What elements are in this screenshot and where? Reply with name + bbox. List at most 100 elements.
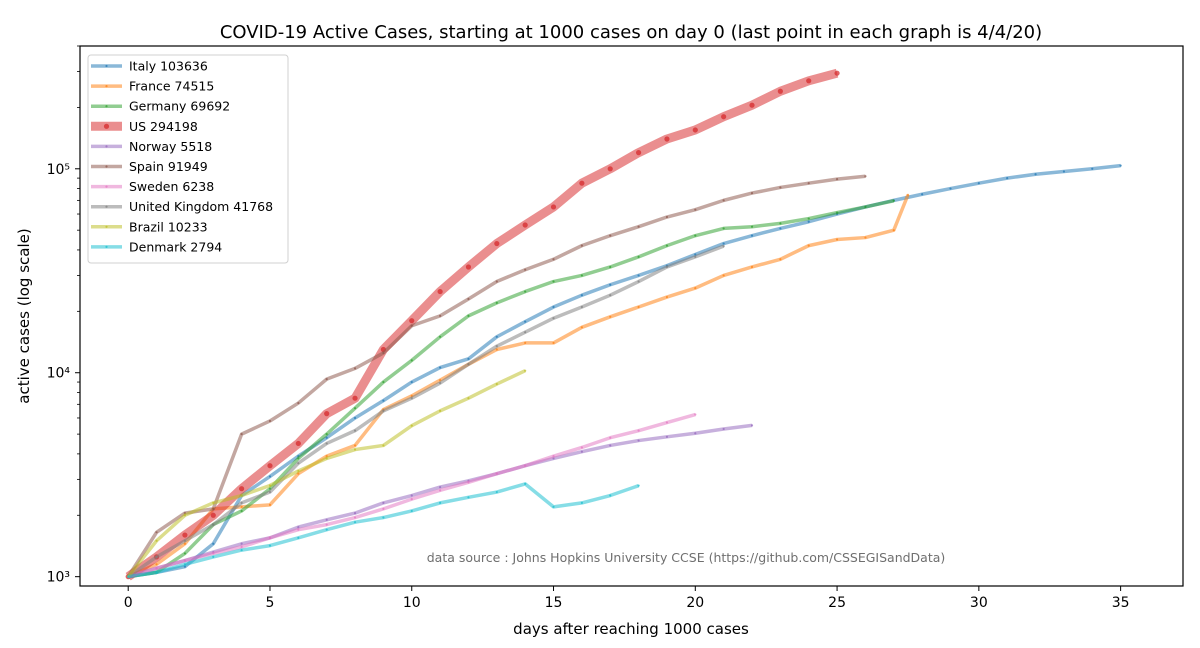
data-point (892, 199, 895, 202)
data-point (807, 220, 810, 223)
legend-item: Denmark 2794 (91, 239, 222, 254)
data-point (325, 457, 328, 460)
x-tick-label: 10 (403, 595, 421, 611)
data-point (495, 472, 498, 475)
data-point (580, 501, 583, 504)
series-5 (126, 174, 867, 578)
data-point (353, 429, 357, 432)
data-point (183, 542, 187, 545)
legend-item: Norway 5518 (91, 139, 212, 154)
x-tick-label: 30 (970, 595, 988, 611)
data-point (467, 397, 470, 400)
series-8 (126, 369, 527, 578)
legend-label: Germany 69692 (129, 99, 230, 114)
legend-item: France 74515 (91, 79, 214, 94)
data-point (465, 264, 472, 270)
data-point (352, 395, 358, 401)
data-point (268, 503, 272, 506)
data-point (635, 150, 642, 156)
data-point (524, 341, 527, 345)
x-axis-label: days after reaching 1000 cases (513, 620, 749, 638)
data-point (779, 258, 782, 261)
data-point (240, 542, 243, 545)
data-point (580, 244, 583, 247)
legend-marker (105, 245, 108, 248)
data-point (779, 227, 782, 230)
data-point (437, 288, 443, 295)
data-point (807, 182, 810, 185)
data-source-annotation: data source : Johns Hopkins University C… (427, 550, 946, 565)
data-point (467, 496, 470, 499)
data-point (580, 305, 583, 309)
data-point (439, 381, 442, 385)
data-point (382, 507, 385, 510)
data-point (297, 528, 300, 531)
data-point (439, 409, 442, 412)
data-point (692, 127, 698, 133)
data-point (240, 433, 243, 436)
data-point (353, 444, 357, 447)
data-point (552, 505, 555, 508)
data-point (467, 314, 470, 317)
data-point (353, 448, 357, 451)
data-point (665, 421, 669, 424)
data-point (779, 186, 782, 189)
data-point (495, 335, 498, 338)
data-point (524, 482, 527, 486)
data-point (467, 297, 470, 301)
data-point (524, 369, 527, 372)
data-point (183, 563, 187, 566)
data-point (609, 436, 612, 439)
data-point (410, 380, 413, 384)
y-tick-label: 10³ (47, 570, 70, 586)
data-point (467, 357, 470, 360)
series-line (125, 68, 839, 581)
data-point (694, 413, 697, 416)
legend-marker (105, 145, 108, 148)
data-point (353, 511, 357, 515)
data-point (155, 567, 158, 570)
legend-item: Brazil 10233 (91, 219, 208, 234)
data-point (240, 509, 243, 513)
data-point (353, 367, 357, 370)
data-point (297, 469, 300, 473)
data-point (949, 187, 952, 190)
data-point (722, 199, 725, 202)
data-point (906, 193, 910, 196)
series-6 (127, 412, 697, 579)
data-point (240, 505, 243, 508)
data-point (325, 378, 328, 381)
data-point (665, 265, 669, 269)
data-point (580, 326, 583, 329)
data-point (495, 280, 498, 283)
data-point (607, 166, 613, 172)
data-point (268, 536, 272, 539)
data-point (522, 222, 528, 228)
data-point (864, 175, 867, 178)
data-point (212, 507, 215, 510)
data-point (806, 78, 812, 84)
data-point (694, 432, 697, 435)
data-point (495, 345, 498, 348)
data-point (1091, 167, 1094, 170)
data-point (609, 234, 612, 237)
data-point (439, 366, 442, 369)
data-point (382, 380, 385, 384)
data-point (977, 182, 980, 185)
data-point (524, 331, 527, 334)
data-point (750, 424, 754, 427)
data-point (665, 244, 669, 247)
data-point (212, 523, 215, 526)
data-point (864, 236, 867, 239)
y-axis-label: active cases (log scale) (15, 228, 33, 403)
data-point (750, 225, 754, 228)
data-point (524, 268, 527, 271)
data-point (467, 363, 470, 366)
x-tick-label: 35 (1112, 595, 1130, 611)
data-point (239, 486, 245, 492)
legend-label: France 74515 (129, 79, 214, 94)
data-point (325, 518, 328, 521)
legend-label: Brazil 10233 (129, 219, 208, 234)
data-point (637, 484, 640, 487)
data-point (637, 280, 640, 283)
